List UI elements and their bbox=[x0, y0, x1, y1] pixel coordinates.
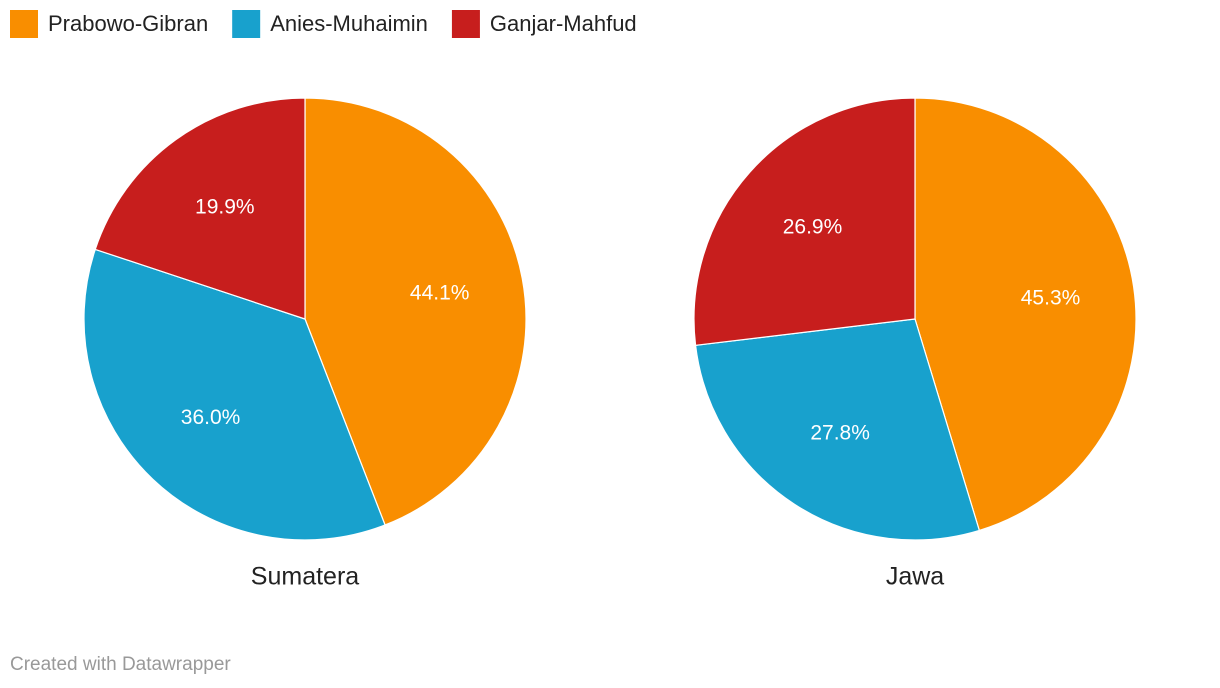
pie-slice bbox=[693, 97, 916, 346]
pie-slice bbox=[304, 97, 527, 526]
value-label: 44.1% bbox=[410, 281, 470, 304]
value-label: 26.9% bbox=[783, 216, 843, 239]
legend-label: Anies-Muhaimin bbox=[270, 11, 428, 36]
value-label: 45.3% bbox=[1021, 286, 1081, 309]
value-label: 36.0% bbox=[181, 406, 241, 429]
chart-title: Sumatera bbox=[251, 563, 359, 591]
legend-swatch bbox=[10, 10, 38, 38]
value-label: 27.8% bbox=[810, 421, 870, 444]
pie-slice bbox=[694, 318, 981, 541]
value-label: 19.9% bbox=[195, 195, 255, 218]
chart-title: Jawa bbox=[886, 563, 944, 591]
pie-slice bbox=[94, 97, 306, 320]
footer: Created with Datawrapper bbox=[10, 654, 231, 675]
legend-label: Ganjar-Mahfud bbox=[490, 11, 637, 36]
legend-swatch bbox=[232, 10, 261, 38]
pie-slice bbox=[914, 97, 1137, 532]
legend-label: Prabowo-Gibran bbox=[48, 11, 208, 36]
legend-swatch bbox=[451, 10, 480, 38]
pie-slice bbox=[83, 248, 386, 541]
